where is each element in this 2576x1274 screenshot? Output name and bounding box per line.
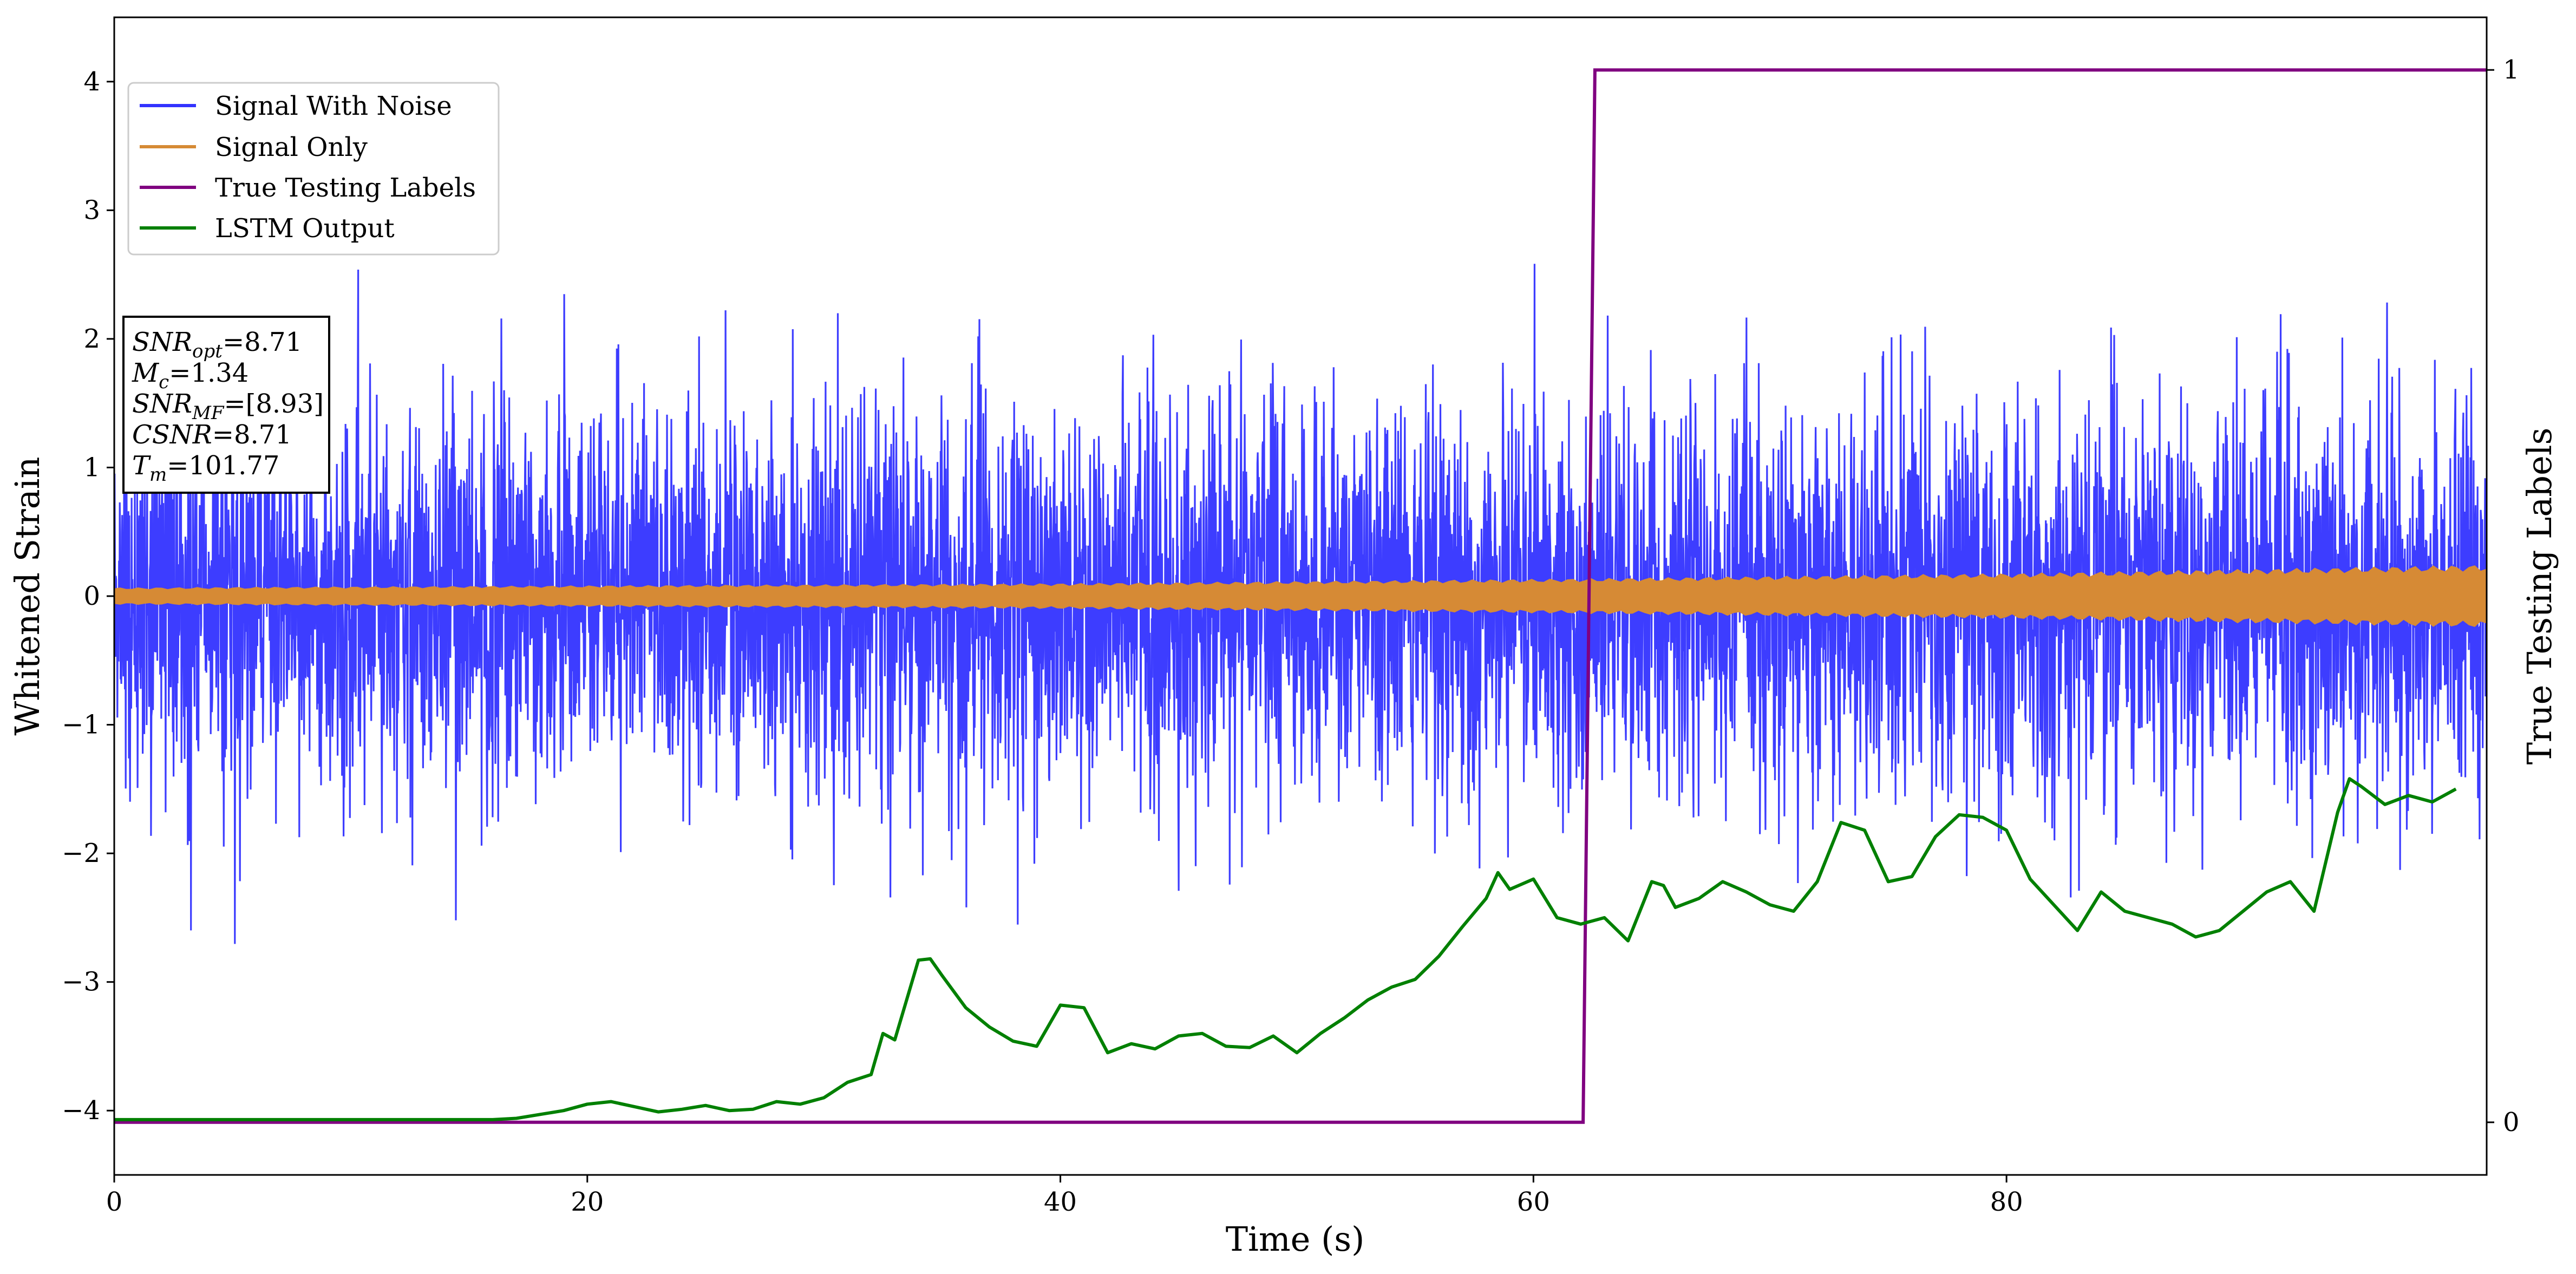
y-axis-left: −4 −3 −2 −1 0 1 2 3 4 [62,67,114,1126]
y2-tick-label: 1 [2503,55,2520,85]
legend-label-lstm-output: LSTM Output [215,213,395,244]
annotation-line: SNRopt=8.71 [132,327,302,362]
x-axis: 0 20 40 60 80 [106,1175,2023,1217]
annotation-frame [122,316,330,494]
annotation-lines: SNRopt=8.71Mc=1.34SNRMF=[8.93]CSNR=8.71T… [132,327,324,486]
x-tick-label: 0 [106,1187,123,1217]
legend-label-signal-with-noise: Signal With Noise [215,91,452,121]
legend: Signal With Noise Signal Only True Testi… [127,82,500,256]
legend-label-true-testing-labels: True Testing Labels [215,173,476,203]
y-tick-label: 1 [83,452,100,482]
x-tick-label: 20 [571,1187,604,1217]
annotation-box: SNRopt=8.71Mc=1.34SNRMF=[8.93]CSNR=8.71T… [122,316,330,494]
y-tick-label: −1 [62,710,100,740]
series-true-testing-labels [114,68,2487,1124]
x-tick-label: 80 [1990,1187,2023,1217]
y-axis-right: 01 [2487,55,2520,1138]
x-tick-label: 40 [1044,1187,1077,1217]
y2-axis-label: True Testing Labels [2520,428,2559,765]
series-signal-with-noise [114,264,2487,944]
legend-box [127,82,500,256]
x-axis-label: Time (s) [1226,1219,1365,1259]
series-signal-only [114,565,2487,627]
y2-tick-label: 0 [2503,1107,2520,1138]
series-lstm-output [114,777,2457,1121]
annotation-line: Tm=101.77 [132,450,279,486]
plot-area [114,68,2487,1124]
y-tick-label: 0 [83,581,100,611]
legend-label-signal-only: Signal Only [215,132,368,162]
annotation-line: Mc=1.34 [132,358,249,393]
annotation-line: SNRMF=[8.93] [132,389,324,424]
y-tick-label: 2 [83,324,100,354]
annotation-line: CSNR=8.71 [132,420,292,450]
y-tick-label: −4 [62,1095,100,1126]
y-tick-label: 4 [83,67,100,97]
x-tick-label: 60 [1517,1187,1550,1217]
y-axis-label: Whitened Strain [8,457,47,736]
y-tick-label: −2 [62,838,100,868]
y-tick-label: 3 [83,195,100,225]
y-tick-label: −3 [62,967,100,997]
